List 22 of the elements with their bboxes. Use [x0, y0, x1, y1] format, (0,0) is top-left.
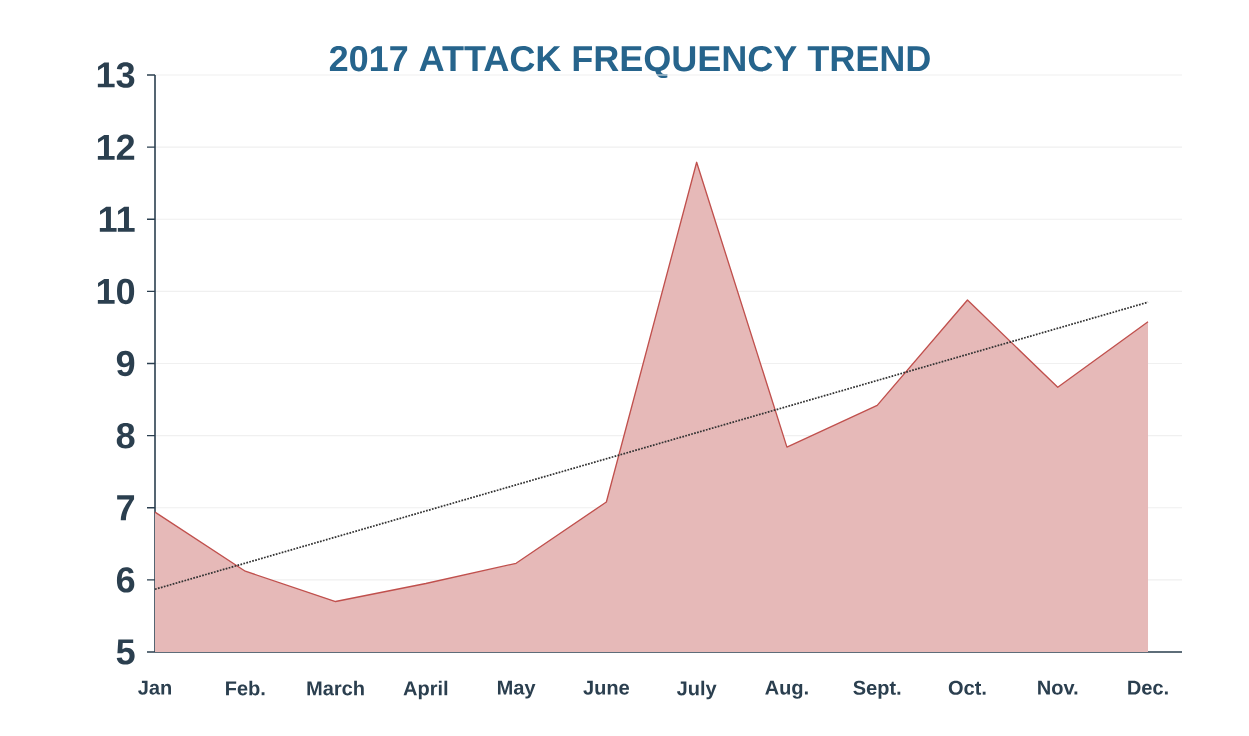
y-tick-label: 7: [117, 495, 135, 521]
x-tick-label: Dec.: [1128, 680, 1168, 695]
x-tick-label: Sept.: [853, 680, 901, 699]
x-tick-label: Oct.: [948, 680, 986, 695]
x-tick-label: May: [497, 680, 536, 699]
y-tick-label: 13: [97, 62, 135, 88]
x-tick-label: Nov.: [1038, 680, 1078, 695]
y-tick-label: 6: [116, 567, 135, 593]
x-tick-label: June: [583, 680, 630, 695]
x-tick-label: Feb.: [226, 680, 265, 696]
x-tick-label: Jan: [138, 680, 171, 695]
y-tick-label: 5: [116, 639, 135, 665]
y-tick-label: 12: [97, 134, 135, 160]
x-tick-label: Aug.: [765, 680, 808, 699]
x-tick-label: March: [307, 680, 364, 696]
y-tick-label: 10: [97, 278, 135, 305]
y-tick-label: 11: [99, 206, 135, 232]
x-tick-label: July: [676, 680, 717, 700]
x-tick-label: April: [403, 680, 448, 700]
chart-title: 2017 ATTACK FREQUENCY TREND: [329, 45, 930, 79]
y-tick-label: 8: [116, 422, 135, 449]
y-tick-label: 9: [116, 350, 135, 377]
